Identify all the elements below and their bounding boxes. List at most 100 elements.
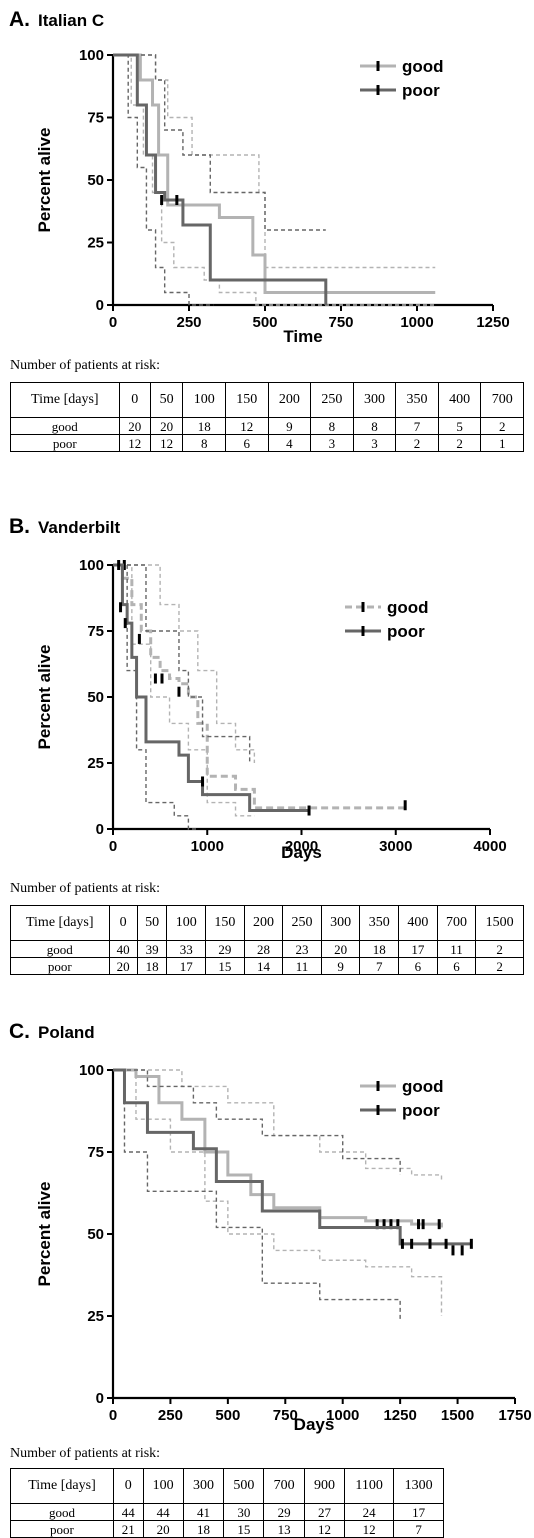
risk-table-cell: 27 <box>303 1503 346 1521</box>
ci-upper-poor <box>113 1069 401 1175</box>
x-tick-label: 2000 <box>285 838 318 855</box>
series-good <box>113 1068 443 1316</box>
y-tick-label: 100 <box>79 557 104 574</box>
y-tick-label: 75 <box>87 623 104 640</box>
risk-table-time: 400 <box>398 905 438 941</box>
y-axis-label: Percent alive <box>35 645 54 750</box>
risk-table-cell: 23 <box>282 940 322 958</box>
risk-table-cell: 2 <box>480 417 524 435</box>
risk-table-time: 500 <box>223 1468 265 1504</box>
risk-table-time: 1500 <box>475 905 524 941</box>
x-tick-label: 0 <box>109 838 117 855</box>
risk-table-cell: 18 <box>136 957 168 975</box>
series-poor <box>113 53 328 306</box>
risk-table-cell: 15 <box>205 957 245 975</box>
legend-label-poor: poor <box>402 81 440 100</box>
x-tick-label: 1250 <box>383 1407 416 1424</box>
risk-table-header-row: Time [days] 0 50 100 150 200 250 300 350 400 700 <box>10 382 524 418</box>
risk-table-cell: 20 <box>320 940 361 958</box>
risk-table-cell: 2 <box>475 957 524 975</box>
risk-table-cell: 20 <box>118 417 151 435</box>
y-tick-label: 100 <box>79 47 104 64</box>
risk-table-cell: 7 <box>393 1520 444 1538</box>
risk-table-time: 50 <box>149 382 184 418</box>
risk-table-row: poor 21 20 18 15 13 12 12 7 <box>10 1520 444 1538</box>
panel-name: Poland <box>38 1023 95 1042</box>
series-poor <box>113 560 311 830</box>
risk-table-cell: 2 <box>475 940 524 958</box>
panel-title: C. Poland <box>9 1020 95 1044</box>
y-tick-label: 50 <box>87 172 104 189</box>
risk-table-cell: 8 <box>310 417 354 435</box>
risk-table: Time [days] 0 50 100 150 200 250 300 350 400 700 15… <box>10 905 524 975</box>
risk-table-time: 100 <box>182 382 226 418</box>
panel-letter: A. <box>9 8 30 31</box>
risk-table-header-row: Time [days] 0 50 100 150 200 250 300 350 400 700 15… <box>10 905 524 941</box>
ci-lower-good <box>113 1069 443 1316</box>
risk-table: Time [days] 0 100 300 500 700 900 1100 1300 good 4… <box>10 1468 444 1538</box>
x-axis-label: Time <box>283 327 322 346</box>
risk-table-cell: 12 <box>149 434 184 452</box>
risk-table-row-label: good <box>10 417 120 435</box>
risk-table-cell: 2 <box>395 434 439 452</box>
panel-b: B. Vanderbilt 0 25 50 75 100 0 1000 2000 3000 4000… <box>0 505 534 1010</box>
survival-curve-poor <box>113 563 310 813</box>
risk-table-time: 300 <box>320 905 361 941</box>
risk-table-time: 900 <box>303 1468 346 1504</box>
risk-table-cell: 18 <box>359 940 400 958</box>
risk-table-cell: 29 <box>263 1503 305 1521</box>
risk-table-caption: Number of patients at risk: <box>10 1446 161 1461</box>
panel-title: B. Vanderbilt <box>9 515 120 539</box>
y-tick-label: 0 <box>96 1390 104 1407</box>
x-tick-label: 750 <box>328 314 353 331</box>
risk-table-cell: 44 <box>142 1503 184 1521</box>
survival-curve-poor <box>113 53 328 305</box>
x-tick-label: 1500 <box>441 1407 474 1424</box>
legend-label-poor: poor <box>387 622 425 641</box>
risk-table-header-label: Time [days] <box>10 1468 114 1504</box>
risk-table-header-label: Time [days] <box>10 382 120 418</box>
survival-curve-good <box>113 563 406 810</box>
risk-table-row-label: good <box>10 940 110 958</box>
risk-table-cell: 20 <box>142 1520 184 1538</box>
panel-name: Italian C <box>38 11 105 30</box>
risk-table-time: 250 <box>282 905 322 941</box>
risk-table-cell: 3 <box>310 434 354 452</box>
risk-table-cell: 44 <box>112 1503 144 1521</box>
x-tick-label: 1750 <box>498 1407 531 1424</box>
x-tick-label: 500 <box>252 314 277 331</box>
risk-table-row: good 40 39 33 29 28 23 20 18 17 11 2 <box>10 940 524 958</box>
x-tick-label: 3000 <box>379 838 412 855</box>
risk-table-cell: 11 <box>282 957 322 975</box>
risk-table-cell: 12 <box>118 434 151 452</box>
risk-table-cell: 17 <box>166 957 207 975</box>
risk-table-cell: 12 <box>225 417 269 435</box>
y-tick-label: 0 <box>96 297 104 314</box>
ci-upper-good <box>113 54 436 269</box>
risk-table-cell: 33 <box>166 940 207 958</box>
ci-upper-good <box>113 1069 443 1182</box>
panel-name: Vanderbilt <box>38 518 121 537</box>
risk-table-header-label: Time [days] <box>10 905 110 941</box>
legend-label-good: good <box>402 1077 444 1096</box>
y-tick-label: 0 <box>96 821 104 838</box>
x-tick-label: 0 <box>109 1407 117 1424</box>
risk-table-cell: 6 <box>398 957 438 975</box>
x-tick-label: 750 <box>273 1407 298 1424</box>
x-tick-label: 1000 <box>400 314 433 331</box>
risk-table-row-label: poor <box>10 434 120 452</box>
risk-table-row-label: poor <box>10 957 110 975</box>
risk-table-cell: 9 <box>320 957 361 975</box>
y-tick-label: 100 <box>79 1062 104 1079</box>
x-tick-label: 0 <box>109 314 117 331</box>
risk-table-cell: 2 <box>437 434 482 452</box>
survival-curve-good <box>113 1068 443 1228</box>
risk-table-time: 200 <box>267 382 312 418</box>
risk-table-time: 350 <box>395 382 439 418</box>
legend-label-good: good <box>402 57 444 76</box>
risk-table-cell: 6 <box>225 434 269 452</box>
risk-table-cell: 29 <box>205 940 245 958</box>
y-tick-label: 50 <box>87 689 104 706</box>
